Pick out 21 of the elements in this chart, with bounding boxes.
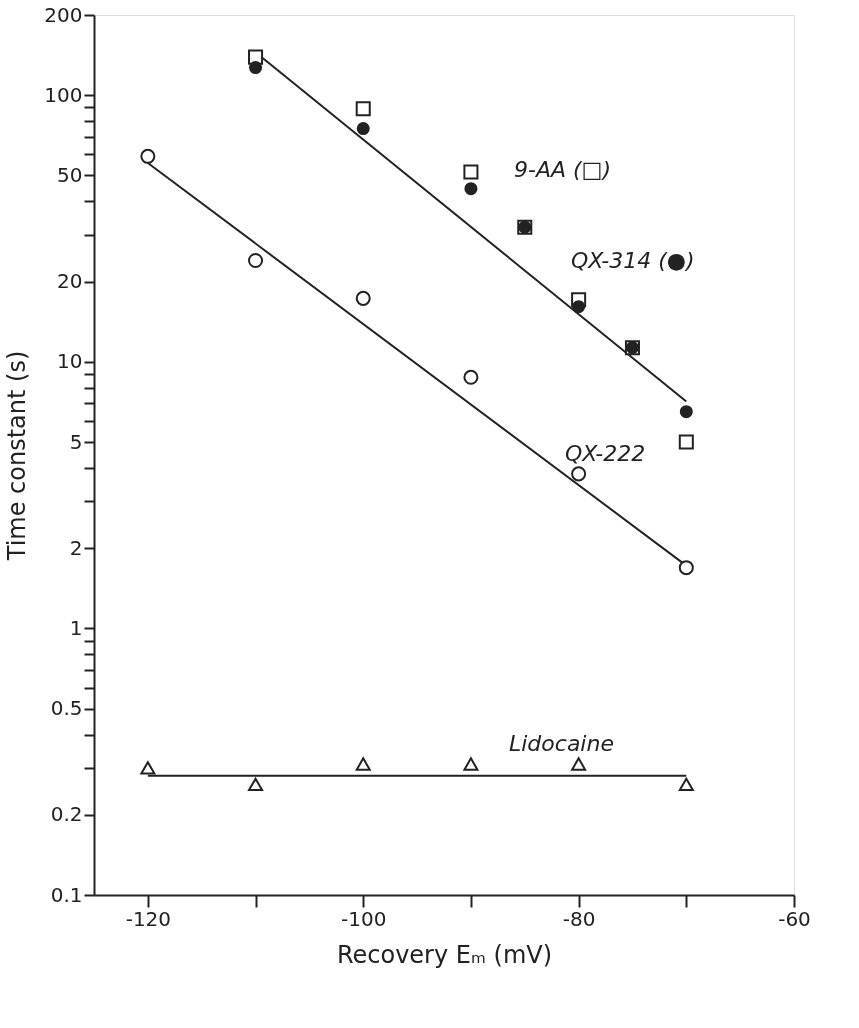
annotation: 9-AA (□) [514,157,611,182]
x-tick-label: -120 [125,906,172,931]
y-axis-title: Time constant (s) [3,350,32,562]
y-tick-label: 0.2 [50,802,83,827]
x-tick-label: -100 [341,906,387,931]
annotation: Lidocaine [509,731,614,756]
y-tick-label: 20 [57,269,83,294]
x-tick-label: -80 [562,906,596,931]
y-tick-label: 200 [44,2,83,27]
y-tick-label: 1 [69,615,83,640]
x-tick-label: -60 [778,906,811,931]
y-tick-label: 10 [57,349,83,374]
x-axis-title: Recovery Eₘ (mV) [336,940,553,969]
y-tick-label: 100 [44,82,83,107]
y-tick-label: 2 [69,535,83,560]
y-tick-label: 0.5 [50,696,83,721]
y-tick-label: 50 [57,163,83,187]
annotation: QX-222 [565,441,646,466]
y-tick-label: 0.1 [50,882,83,907]
y-tick-label: 5 [69,429,83,454]
annotation: QX-314 (●) [571,248,695,273]
